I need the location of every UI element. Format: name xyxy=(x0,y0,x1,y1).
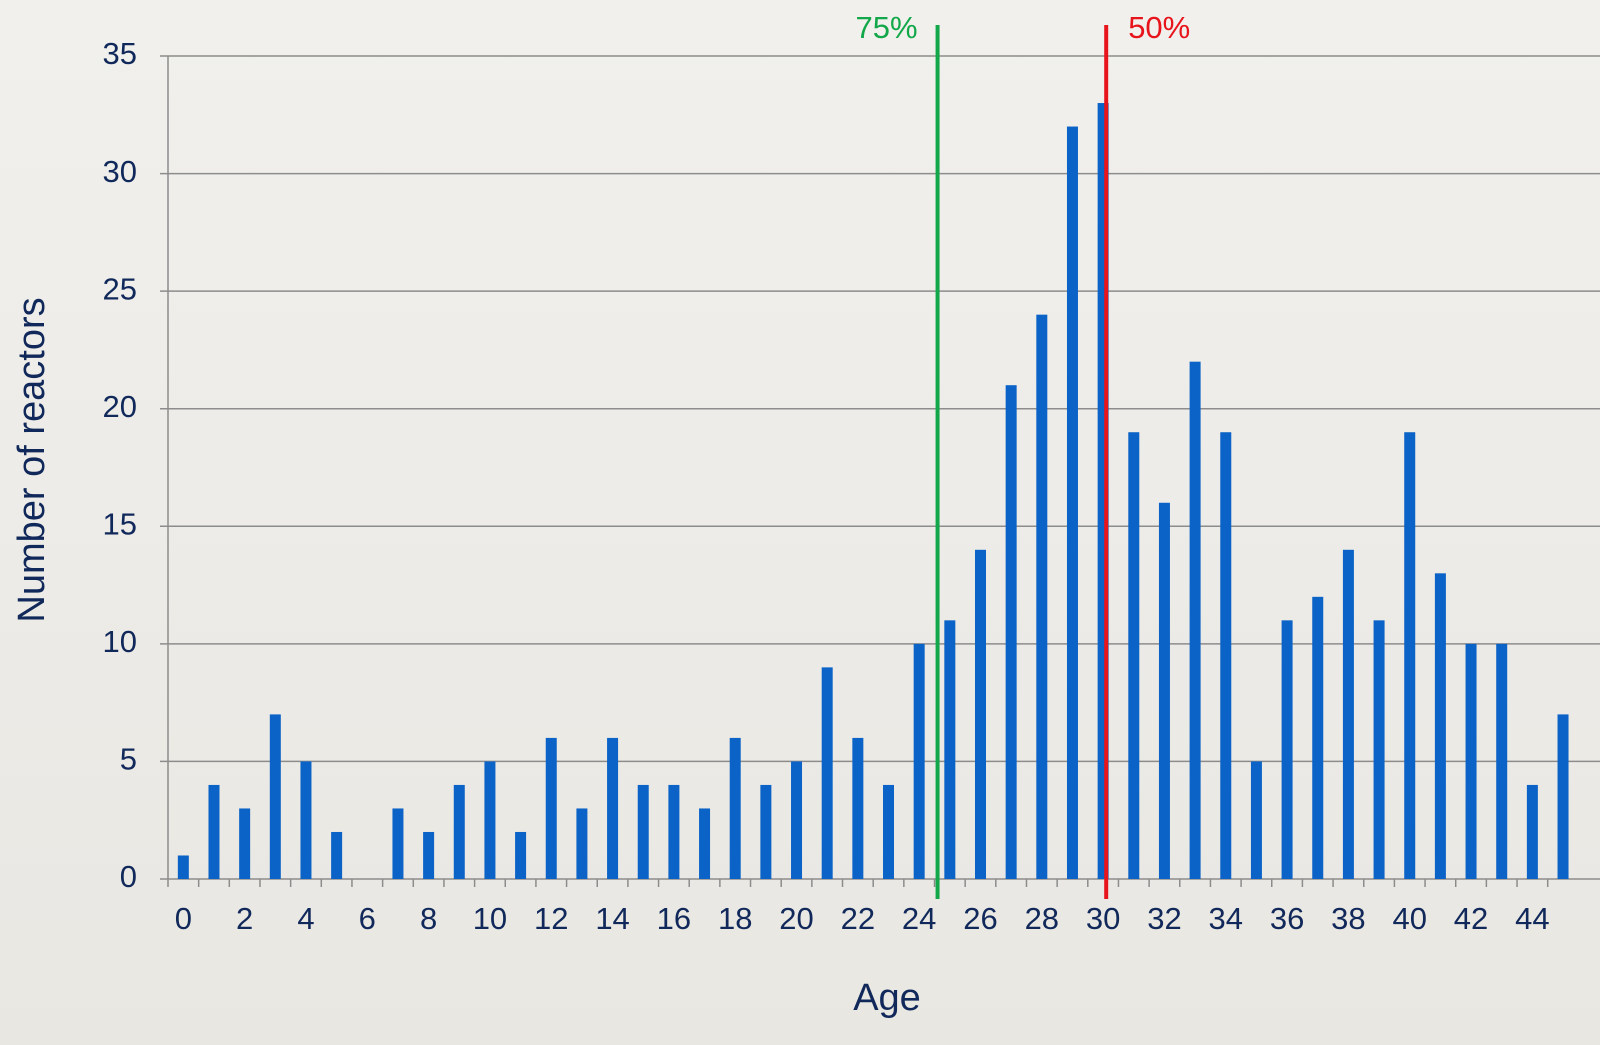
bar xyxy=(607,737,619,879)
bar xyxy=(1128,432,1140,879)
bar xyxy=(974,549,986,879)
x-tick-label: 40 xyxy=(1392,901,1426,936)
bar xyxy=(1036,314,1048,880)
bar xyxy=(1250,761,1262,879)
bar xyxy=(913,643,925,879)
bar xyxy=(331,831,343,879)
bar xyxy=(515,831,527,879)
annotation-label: 75% xyxy=(856,10,918,45)
bar xyxy=(392,808,404,879)
bar xyxy=(300,761,312,879)
bar xyxy=(1220,432,1232,879)
bar xyxy=(668,784,680,879)
bar xyxy=(1097,103,1109,880)
bar xyxy=(852,737,864,879)
bar xyxy=(1281,620,1293,879)
bar xyxy=(699,808,711,879)
bar xyxy=(637,784,649,879)
y-tick-label: 10 xyxy=(103,624,137,659)
x-tick-label: 42 xyxy=(1454,901,1488,936)
bar xyxy=(269,714,281,879)
bar xyxy=(1312,596,1324,879)
x-tick-label: 38 xyxy=(1331,901,1365,936)
y-tick-label: 5 xyxy=(120,742,137,777)
x-tick-label: 6 xyxy=(359,901,376,936)
bar xyxy=(1005,385,1017,879)
y-axis-label: Number of reactors xyxy=(11,297,53,622)
y-tick-label: 35 xyxy=(103,36,137,71)
y-tick-label: 15 xyxy=(103,506,137,541)
x-axis-label: Age xyxy=(853,977,921,1019)
x-tick-label: 32 xyxy=(1147,901,1181,936)
x-tick-label: 34 xyxy=(1209,901,1243,936)
bar xyxy=(576,808,588,879)
x-tick-label: 22 xyxy=(841,901,875,936)
x-tick-label: 14 xyxy=(595,901,629,936)
x-tick-label: 16 xyxy=(657,901,691,936)
bar xyxy=(1158,502,1170,879)
x-tick-label: 24 xyxy=(902,901,936,936)
bar xyxy=(883,784,895,879)
x-tick-label: 44 xyxy=(1515,901,1549,936)
bar xyxy=(545,737,557,879)
x-tick-label: 8 xyxy=(420,901,437,936)
x-tick-label: 4 xyxy=(297,901,314,936)
bar xyxy=(1465,643,1477,879)
bar xyxy=(760,784,772,879)
y-tick-label: 20 xyxy=(103,389,137,424)
bar xyxy=(208,784,220,879)
bar xyxy=(821,667,833,879)
x-tick-label: 0 xyxy=(175,901,192,936)
bar xyxy=(1434,573,1446,879)
y-tick-label: 0 xyxy=(120,859,137,894)
bar xyxy=(239,808,251,879)
bar xyxy=(177,855,189,879)
x-tick-label: 30 xyxy=(1086,901,1120,936)
bar xyxy=(1373,620,1385,879)
x-tick-label: 10 xyxy=(473,901,507,936)
bar xyxy=(1557,714,1569,879)
bar xyxy=(1066,126,1078,880)
bar xyxy=(1404,432,1416,879)
y-tick-label: 25 xyxy=(103,271,137,306)
x-tick-label: 26 xyxy=(963,901,997,936)
bar xyxy=(1496,643,1508,879)
bar xyxy=(453,784,465,879)
bar xyxy=(1342,549,1354,879)
x-tick-label: 12 xyxy=(534,901,568,936)
x-tick-label: 20 xyxy=(779,901,813,936)
x-tick-label: 2 xyxy=(236,901,253,936)
y-tick-label: 30 xyxy=(103,154,137,189)
bar xyxy=(944,620,956,879)
annotation-label: 50% xyxy=(1128,10,1190,45)
bar xyxy=(423,831,435,879)
x-tick-label: 36 xyxy=(1270,901,1304,936)
x-tick-label: 28 xyxy=(1025,901,1059,936)
bar xyxy=(484,761,496,879)
bar xyxy=(729,737,741,879)
bar xyxy=(1526,784,1538,879)
bar xyxy=(1189,361,1201,880)
bar xyxy=(791,761,803,879)
x-tick-label: 18 xyxy=(718,901,752,936)
